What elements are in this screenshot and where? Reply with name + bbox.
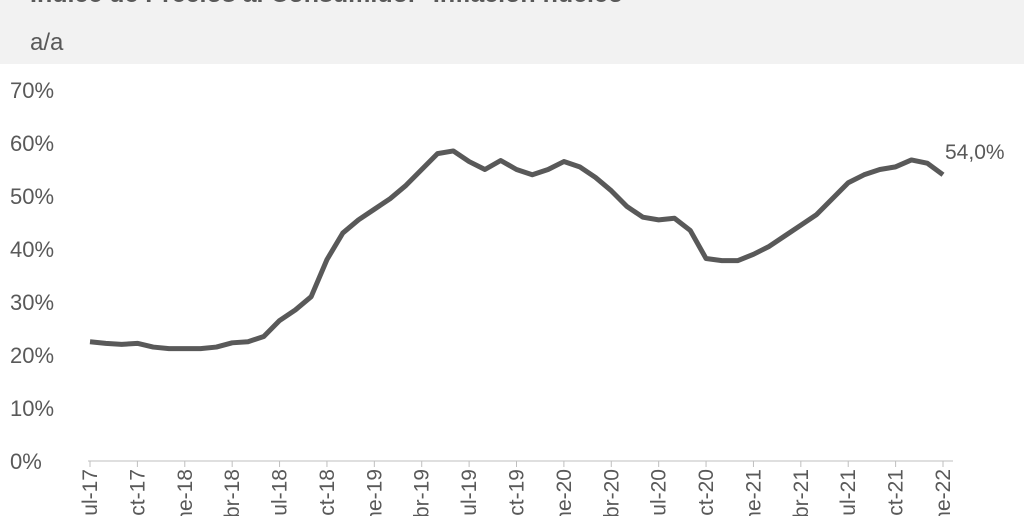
x-tick-label: jul-18 <box>269 469 292 516</box>
y-tick-label: 50% <box>10 184 54 209</box>
x-tick-label: jul-17 <box>79 469 102 516</box>
title-band <box>0 0 1024 64</box>
y-tick-label: 0% <box>10 449 42 474</box>
x-tick-label: jul-19 <box>458 469 481 516</box>
x-tick-label: oct-21 <box>885 469 908 516</box>
chart-title: Índice de Precios al Consumidor- Inflaci… <box>30 0 623 8</box>
y-tick-label: 10% <box>10 396 54 421</box>
y-tick-label: 20% <box>10 343 54 368</box>
chart-subtitle: a/a <box>30 29 64 56</box>
y-tick-label: 40% <box>10 237 54 262</box>
x-tick-label: ene-21 <box>742 469 765 516</box>
x-tick-label: abr-21 <box>790 469 813 516</box>
x-tick-label: ene-20 <box>553 469 576 516</box>
x-tick-label: abr-20 <box>600 469 623 516</box>
x-tick-label: ene-18 <box>174 469 197 516</box>
x-tick-label: abr-18 <box>221 469 244 516</box>
x-tick-label: ene-22 <box>932 469 955 516</box>
y-tick-label: 30% <box>10 290 54 315</box>
x-tick-label: oct-18 <box>316 469 339 516</box>
x-tick-label: oct-17 <box>126 469 149 516</box>
line <box>89 148 945 352</box>
x-tick-label: ene-19 <box>363 469 386 516</box>
x-tick-label: abr-19 <box>411 469 434 516</box>
x-tick-label: oct-20 <box>695 469 718 516</box>
y-tick-label: 70% <box>10 78 54 103</box>
x-tick-label: jul-21 <box>837 469 860 516</box>
y-tick-label: 60% <box>10 131 54 156</box>
data-label: 54,0% <box>945 141 1005 164</box>
x-tick-label: oct-19 <box>506 469 529 516</box>
x-tick-label: jul-20 <box>648 469 671 516</box>
